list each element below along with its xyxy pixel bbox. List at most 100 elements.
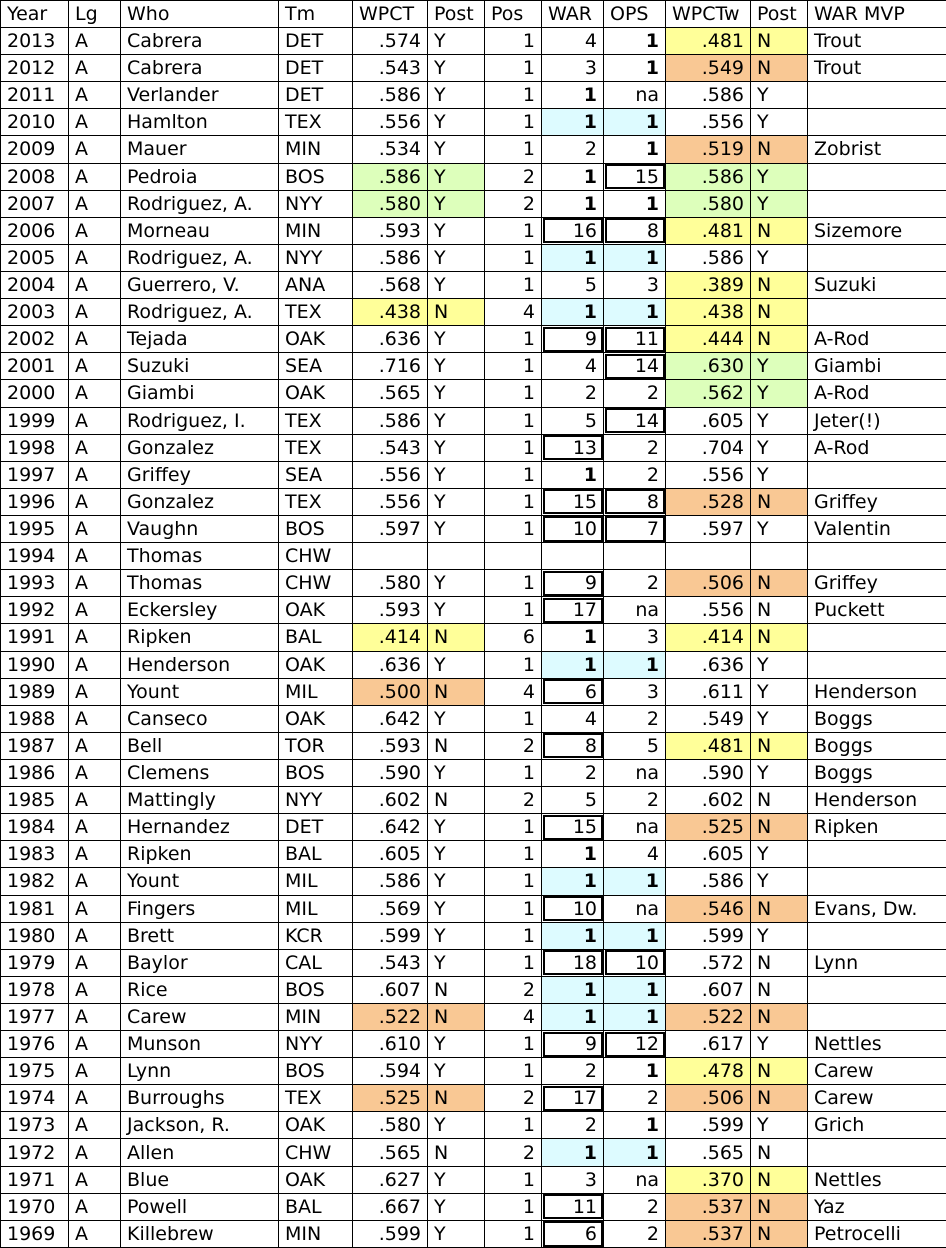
cell-post: N	[427, 786, 485, 815]
table-row: 1998 A Gonzalez TEX .543 Y 1 13 2.704 Y A-Rod	[0, 433, 946, 462]
cell-wpctw: .586	[665, 81, 751, 110]
cell-league: A	[68, 1165, 121, 1194]
cell-post-w: N	[750, 270, 808, 300]
cell-war: 1	[541, 460, 604, 489]
cell-pos: 1	[484, 54, 542, 83]
cell-league: A	[68, 460, 121, 489]
cell-who: Brett	[120, 921, 279, 950]
cell-wpctw	[665, 542, 751, 571]
cell-war-mvp	[807, 298, 946, 327]
cell-pos: 1	[484, 243, 542, 272]
cell-league: A	[68, 243, 121, 272]
cell-wpct: .627	[352, 1165, 428, 1194]
cell-post: Y	[427, 758, 485, 788]
cell-who: Griffey	[120, 460, 279, 489]
cell-war: 1	[541, 623, 604, 652]
header-war: WAR	[541, 0, 604, 28]
cell-war: 1	[541, 1002, 604, 1032]
cell-ops: 1	[603, 189, 666, 218]
cell-post: Y	[427, 189, 485, 218]
cell-war-mvp	[807, 623, 946, 652]
cell-who: Mattingly	[120, 786, 279, 815]
cell-league: A	[68, 352, 121, 381]
cell-post: Y	[427, 460, 485, 489]
header-team: Tm	[278, 0, 353, 28]
cell-league: A	[68, 135, 121, 164]
cell-wpct: .580	[352, 569, 428, 598]
cell-post-w: Y	[750, 677, 808, 706]
cell-post: N	[427, 975, 485, 1004]
cell-post-w: Y	[750, 406, 808, 435]
cell-war-mvp	[807, 108, 946, 137]
cell-ops: 11	[603, 325, 666, 354]
cell-team: NYY	[278, 243, 353, 272]
cell-year: 1970	[0, 1192, 69, 1221]
cell-who: Vaughn	[120, 514, 279, 544]
table-row: 1976 A Munson NYY .610 Y 1 9 12.617 Y Nettles	[0, 1030, 946, 1059]
cell-wpctw: .602	[665, 786, 751, 815]
cell-ops: 4	[603, 840, 666, 869]
cell-who: Fingers	[120, 894, 279, 923]
cell-ops: 2	[603, 786, 666, 815]
cell-post: Y	[427, 1219, 485, 1248]
cell-who: Burroughs	[120, 1084, 279, 1113]
cell-ops: na	[603, 596, 666, 625]
cell-ops: 2	[603, 704, 666, 733]
cell-war: 15	[541, 813, 604, 842]
cell-ops: 2	[603, 433, 666, 462]
cell-post-w: N	[750, 731, 808, 760]
cell-post-w: N	[750, 623, 808, 652]
cell-war-mvp: Lynn	[807, 948, 946, 977]
cell-wpct: .556	[352, 108, 428, 137]
cell-league: A	[68, 677, 121, 706]
cell-war: 11	[541, 1192, 604, 1221]
cell-post: Y	[427, 1192, 485, 1221]
cell-war: 1	[541, 650, 604, 679]
cell-post-w: N	[750, 216, 808, 245]
cell-team: DET	[278, 813, 353, 842]
cell-war: 15	[541, 487, 604, 516]
table-row: 2011 A Verlander DET .586 Y 1 1 na .586 Y	[0, 81, 946, 110]
cell-war: 1	[541, 867, 604, 896]
table-row: 2012 A Cabrera DET .543 Y 1 3 1.549 N Trout	[0, 54, 946, 83]
cell-team: KCR	[278, 921, 353, 950]
cell-post-w: N	[750, 135, 808, 164]
cell-wpctw: .481	[665, 26, 751, 56]
header-ops: OPS	[603, 0, 666, 28]
cell-war: 5	[541, 406, 604, 435]
cell-wpctw: .572	[665, 948, 751, 977]
cell-wpctw: .506	[665, 569, 751, 598]
cell-league: A	[68, 731, 121, 760]
cell-who: Canseco	[120, 704, 279, 733]
cell-year: 1978	[0, 975, 69, 1004]
cell-war-mvp: Trout	[807, 54, 946, 83]
cell-post: Y	[427, 840, 485, 869]
cell-team: MIN	[278, 1002, 353, 1032]
cell-year: 1975	[0, 1057, 69, 1086]
cell-ops: 1	[603, 1111, 666, 1140]
cell-year: 1998	[0, 433, 69, 462]
cell-year: 2002	[0, 325, 69, 354]
table-row: 1975 A Lynn BOS .594 Y 1 2 1.478 N Carew	[0, 1057, 946, 1086]
cell-team: TEX	[278, 108, 353, 137]
cell-war-mvp: Trout	[807, 26, 946, 56]
cell-year: 1999	[0, 406, 69, 435]
cell-pos: 1	[484, 758, 542, 788]
cell-post: Y	[427, 1030, 485, 1059]
cell-league: A	[68, 1138, 121, 1167]
cell-pos: 2	[484, 975, 542, 1004]
cell-wpctw: .605	[665, 840, 751, 869]
cell-pos: 2	[484, 1084, 542, 1113]
cell-team: TEX	[278, 298, 353, 327]
cell-league: A	[68, 542, 121, 571]
cell-post-w: Y	[750, 650, 808, 679]
cell-post-w: N	[750, 1219, 808, 1248]
table-row: 1994 A Thomas CHW	[0, 542, 946, 571]
cell-post: Y	[427, 325, 485, 354]
cell-year: 1977	[0, 1002, 69, 1032]
table-row: 1979 A Baylor CAL .543 Y 1 18 10.572 N Lynn	[0, 948, 946, 977]
cell-post: Y	[427, 352, 485, 381]
cell-team: NYY	[278, 1030, 353, 1059]
cell-war-mvp	[807, 542, 946, 571]
cell-post-w: N	[750, 1138, 808, 1167]
